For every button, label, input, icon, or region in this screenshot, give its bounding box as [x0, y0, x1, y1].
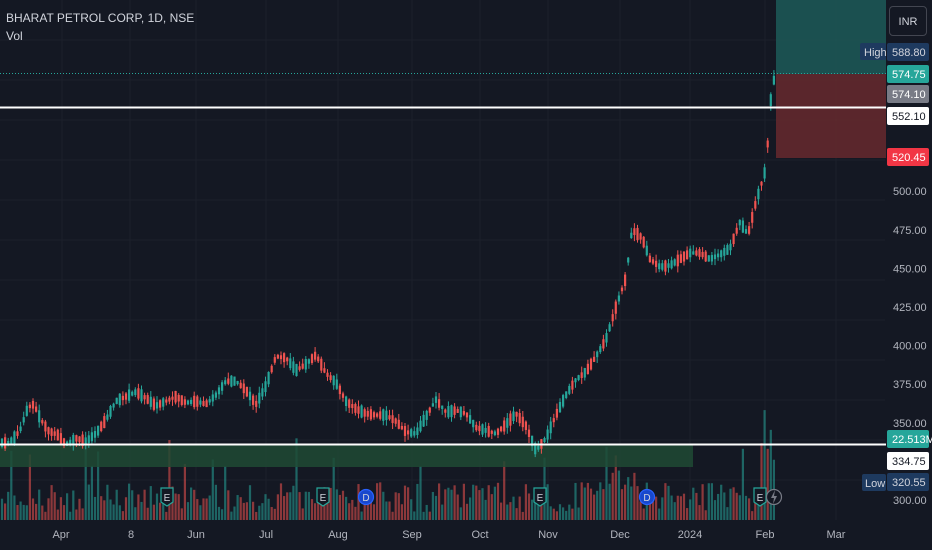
event-label: E	[757, 493, 764, 504]
volume-bars	[0, 410, 775, 520]
svg-text:552.10: 552.10	[892, 111, 926, 123]
price-tick-label: 450.00	[893, 263, 927, 275]
last-price-tag: 574.75	[887, 65, 929, 83]
event-label: D	[643, 493, 650, 504]
candlesticks	[0, 70, 775, 458]
svg-text:320.55: 320.55	[892, 477, 926, 489]
horizontal-lines[interactable]	[0, 73, 886, 446]
stop-loss-tag: 520.45	[887, 148, 929, 166]
dividend-event-icon[interactable]: D	[638, 488, 656, 506]
time-tick-label: Jul	[259, 529, 273, 541]
low-marker: Low	[862, 474, 886, 491]
time-tick-label: Jun	[187, 529, 205, 541]
svg-text:High: High	[864, 47, 887, 59]
price-tick-label: 300.00	[893, 495, 927, 507]
time-axis[interactable]: Apr 8 Jun Jul Aug Sep Oct Nov Dec 2024 Feb Mar	[0, 522, 932, 550]
volume-tag: 22.513M	[887, 430, 932, 448]
high-price-tag: 588.80	[887, 43, 929, 61]
position-zones	[0, 0, 886, 467]
event-label: D	[362, 493, 369, 504]
time-tick-label: Dec	[610, 529, 630, 541]
time-tick-label: Apr	[52, 529, 69, 541]
event-label: E	[164, 493, 171, 504]
svg-text:22.513M: 22.513M	[892, 434, 932, 446]
currency-button[interactable]: INR	[889, 6, 927, 36]
price-tick-label: 350.00	[893, 418, 927, 430]
svg-text:520.45: 520.45	[892, 152, 926, 164]
price-tick-label: 500.00	[893, 186, 927, 198]
lightning-icon[interactable]	[765, 488, 783, 506]
time-tick-label: Nov	[538, 529, 558, 541]
svg-text:574.10: 574.10	[892, 89, 926, 101]
svg-text:Low: Low	[865, 478, 885, 490]
time-tick-label: 8	[128, 529, 134, 541]
volume-indicator-label[interactable]: Vol	[6, 29, 23, 43]
time-tick-label: Oct	[471, 529, 488, 541]
price-tick-label: 400.00	[893, 341, 927, 353]
event-label: E	[537, 493, 544, 504]
earnings-event-icon[interactable]: E	[160, 487, 174, 507]
dividend-event-icon[interactable]: D	[357, 488, 375, 506]
high-marker: High	[860, 43, 887, 60]
time-tick-label: Feb	[756, 529, 775, 541]
horizontal-line-upper-tag: 552.10	[887, 107, 929, 125]
earnings-event-icon[interactable]: E	[316, 487, 330, 507]
earnings-event-icon[interactable]: E	[753, 487, 767, 507]
chart-header: BHARAT PETROL CORP, 1D, NSE Vol	[6, 11, 194, 44]
time-tick-label: Aug	[328, 529, 348, 541]
time-tick-label: Sep	[402, 529, 422, 541]
event-label: E	[320, 493, 327, 504]
symbol-title[interactable]: BHARAT PETROL CORP, 1D, NSE	[6, 11, 195, 25]
svg-text:574.75: 574.75	[892, 69, 926, 81]
horizontal-line-lower-tag: 334.75	[887, 452, 929, 470]
earnings-event-icon[interactable]: E	[533, 487, 547, 507]
price-tags: High 588.80 574.75 574.10 552.10 520.45 22.513…	[860, 43, 932, 491]
low-price-tag: 320.55	[887, 473, 929, 491]
svg-text:334.75: 334.75	[892, 456, 926, 468]
price-tick-label: 375.00	[893, 379, 927, 391]
time-tick-label: 2024	[678, 529, 702, 541]
time-tick-label: Mar	[827, 529, 846, 541]
price-tick-label: 425.00	[893, 302, 927, 314]
price-tick-label: 475.00	[893, 225, 927, 237]
close-price-tag: 574.10	[887, 85, 929, 103]
svg-text:588.80: 588.80	[892, 47, 926, 59]
